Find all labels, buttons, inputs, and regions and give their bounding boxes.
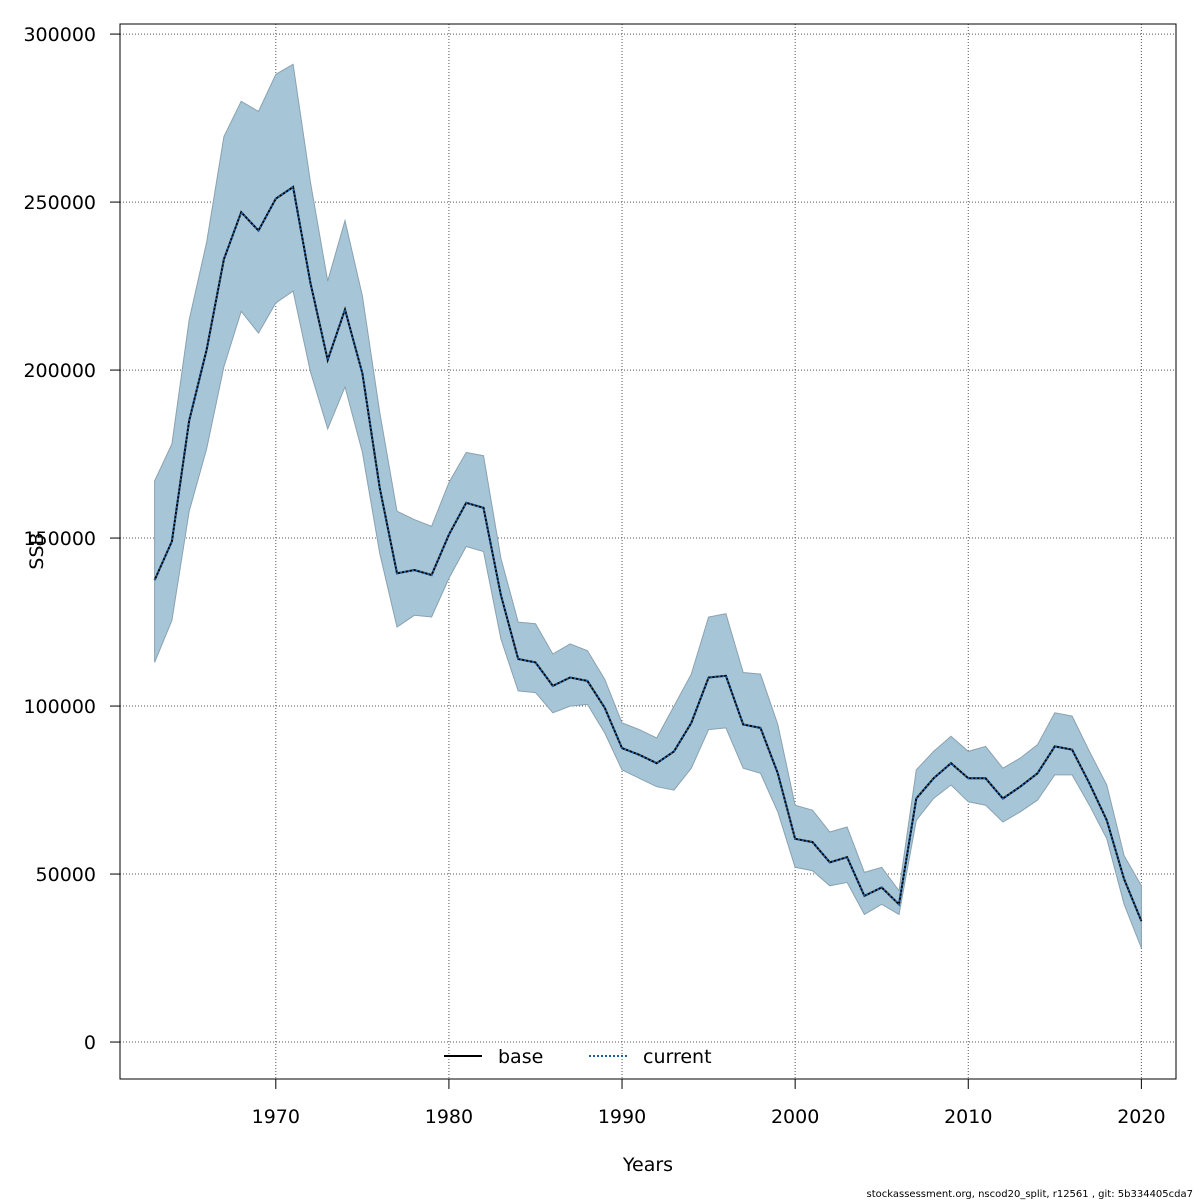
- x-tick-label: 1980: [425, 1106, 473, 1128]
- series-line-current: [153, 185, 1143, 922]
- confidence-band: [154, 63, 1142, 949]
- x-tick-label: 2010: [944, 1106, 992, 1128]
- legend: base current: [444, 1046, 712, 1068]
- x-tick-label: 2020: [1117, 1106, 1165, 1128]
- y-tick-label: 200000: [23, 360, 96, 382]
- y-tick-label: 300000: [23, 24, 96, 46]
- legend-current-label: current: [643, 1046, 712, 1068]
- y-tick-label: 0: [84, 1032, 96, 1054]
- legend-base-label: base: [498, 1046, 543, 1068]
- x-tick-label: 1970: [252, 1106, 300, 1128]
- x-tick-label: 1990: [598, 1106, 646, 1128]
- y-tick-label: 100000: [23, 696, 96, 718]
- x-tick-label: 2000: [771, 1106, 819, 1128]
- y-tick-label: 150000: [23, 528, 96, 550]
- y-tick-label: 250000: [23, 192, 96, 214]
- series-lines: [153, 185, 1143, 922]
- source-credit: stockassessment.org, nscod20_split, r125…: [867, 1189, 1193, 1200]
- y-axis: 0 50000 100000 150000 200000 250000 300000: [23, 24, 121, 1054]
- x-axis: 1970 1980 1990 2000 2010 2020: [252, 1078, 1166, 1128]
- y-axis-title: SSB: [26, 532, 48, 569]
- y-tick-label: 50000: [36, 864, 96, 886]
- x-axis-title: Years: [622, 1154, 673, 1176]
